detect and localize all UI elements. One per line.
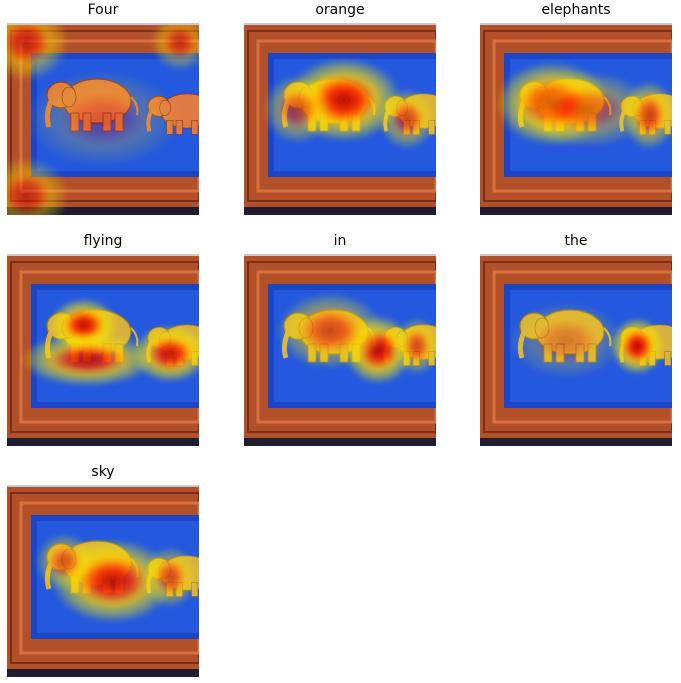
attention-heatmap-image [244,23,436,215]
panel-title: Four [87,2,119,18]
attention-heatmap-image [7,485,199,677]
attention-heatmap-image [480,254,672,446]
panel-title: flying [83,233,123,249]
panel-title: in [333,233,347,249]
panel-title: orange [315,2,365,18]
panel-title: the [564,233,588,249]
attention-heatmap-image [7,23,199,215]
attention-heatmap-image [7,254,199,446]
attention-heatmap-image [244,254,436,446]
panel-title: elephants [541,2,611,18]
attention-heatmap-image [480,23,672,215]
panel-title: sky [91,464,115,480]
